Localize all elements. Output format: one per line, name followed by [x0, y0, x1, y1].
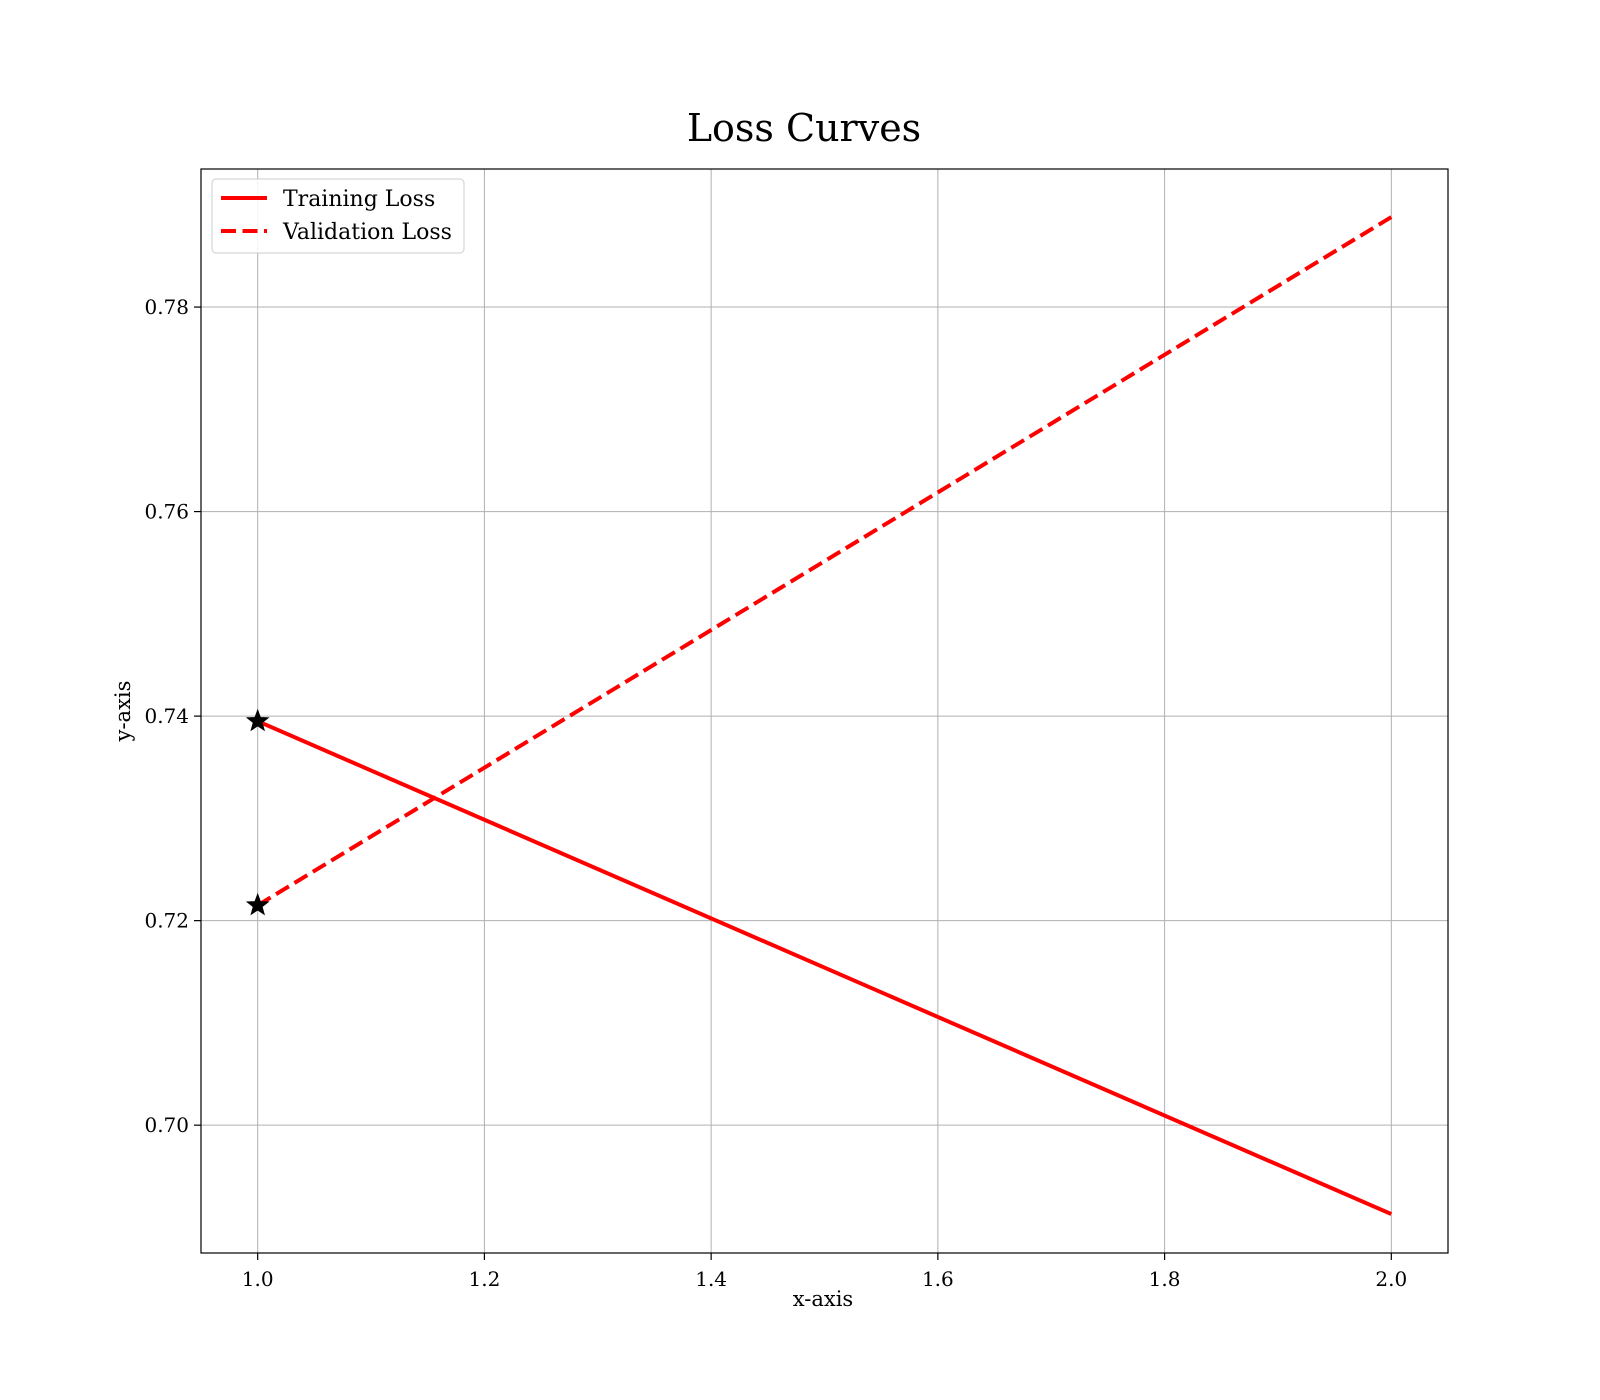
- axis-ticks: 1.0 1.2 1.4 1.6 1.8 2.0 0.70 0.72 0.74 0.76 0.78: [144, 295, 1407, 1291]
- x-tick-label-2: 1.4: [695, 1267, 727, 1291]
- x-tick-label-1: 1.2: [469, 1267, 501, 1291]
- y-tick-label-3: 0.76: [144, 500, 189, 524]
- y-tick-label-2: 0.74: [144, 704, 189, 728]
- x-axis-label: x-axis: [793, 1287, 853, 1311]
- y-axis-label: y-axis: [111, 681, 135, 743]
- legend-label-1: Validation Loss: [282, 220, 452, 245]
- y-tick-label-4: 0.78: [144, 295, 189, 319]
- x-tick-label-4: 1.8: [1149, 1267, 1181, 1291]
- series-markers: [245, 708, 270, 916]
- plot-frame: [200, 168, 1449, 1254]
- y-tick-label-1: 0.72: [144, 909, 189, 933]
- chart-title: Loss Curves: [687, 106, 921, 150]
- series-start-marker-1: [245, 892, 270, 916]
- series-lines: [256, 215, 1393, 1216]
- x-tick-label-0: 1.0: [242, 1267, 274, 1291]
- legend: Training Loss Validation Loss: [211, 178, 465, 254]
- series-start-marker-0: [245, 708, 270, 732]
- x-tick-label-5: 2.0: [1375, 1267, 1407, 1291]
- series-line-0: [256, 719, 1393, 1216]
- legend-label-0: Training Loss: [283, 187, 435, 212]
- series-line-1: [256, 215, 1393, 908]
- x-tick-label-3: 1.6: [922, 1267, 954, 1291]
- legend-box: [211, 178, 465, 254]
- y-tick-label-0: 0.70: [144, 1113, 189, 1137]
- grid-lines: [201, 169, 1448, 1253]
